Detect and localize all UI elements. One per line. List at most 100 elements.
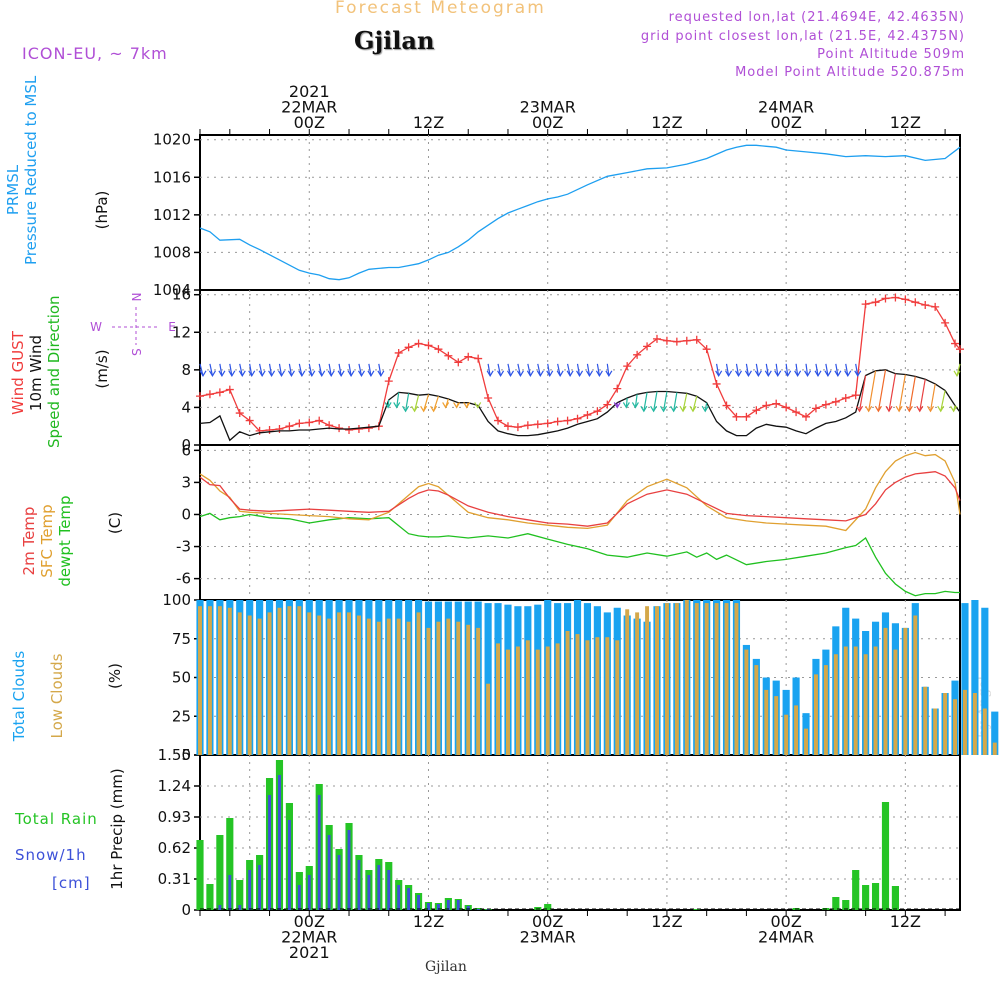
bottom-time-label: 00Z [532,912,563,931]
gust-marker [742,412,751,421]
wind-direction-arrowhead [546,370,554,378]
wind-direction-arrowhead [834,370,842,378]
rain-bar [862,885,870,910]
ytick-label-clouds: 0 [181,746,191,764]
low-clouds-bar [833,654,838,755]
low-clouds-bar [724,603,729,755]
wind-direction-arrowhead [701,405,709,413]
gust-marker [464,352,473,361]
low-clouds-bar [714,603,719,755]
model-label: ICON-EU, ~ 7km [22,44,168,63]
footer-location: Gjilan [425,959,467,975]
wind-direction-arrowhead [865,405,873,413]
wind-direction-arrowhead [208,370,216,378]
wind-direction-arrow [368,363,372,376]
gust-marker [205,390,214,399]
wind-direction-arrowhead [367,370,375,378]
top-time-label: 00Z [532,113,563,132]
wind-direction-arrowhead [474,402,482,409]
gust-marker [821,400,830,409]
gust-marker [444,351,453,360]
low-clouds-bar [923,686,928,755]
low-clouds-bar [466,624,471,755]
low-clouds-bar [317,615,322,755]
ytick-label-wind: 12 [172,323,191,341]
low-clouds-bar [823,665,828,755]
wind-direction-arrow [259,363,263,376]
wind-direction-arrowhead [585,370,594,378]
snow-bar [278,775,281,910]
wind-direction-arrowhead [953,370,961,378]
gust-marker [354,425,363,434]
precip-label-rain: Total Rain [15,810,98,828]
gust-marker [911,298,920,307]
low-clouds-bar [645,606,650,755]
low-clouds-bar [506,649,510,755]
top-time-label: 00Z [770,113,801,132]
gust-marker [573,414,582,423]
ytick-label-precip: 0 [181,901,191,919]
wind-direction-arrowhead [258,370,266,378]
low-clouds-bar [655,606,659,755]
wind-direction-arrowhead [660,405,668,413]
gust-marker [712,379,721,388]
bottom-time-label: 00Z [770,912,801,931]
rain-bar [206,884,214,910]
wind-direction-arrowhead [640,405,648,413]
wind-direction-arrow [765,363,769,376]
ytick-label-temperature: -6 [176,570,191,588]
gust-marker [543,419,552,428]
wind-direction-arrow [735,363,740,376]
low-clouds-bar [982,708,987,755]
wind-direction-arrow [566,363,571,376]
bottom-time-label: 12Z [651,912,682,931]
low-clouds-bar [734,603,739,755]
low-clouds-bar [366,618,371,755]
wind-direction-arrowhead [298,370,306,378]
low-clouds-bar [277,607,282,755]
rain-bar [196,840,204,910]
wind-direction-arrow [634,394,638,408]
wind-direction-arrowhead [794,370,802,378]
gust-marker [633,350,642,359]
wind-direction-arrow [795,363,799,376]
wind-direction-arrowhead [735,370,743,378]
ytick-label-clouds: 25 [172,707,191,725]
wind-direction-arrow [835,363,839,376]
gust-marker [424,341,433,350]
wind-direction-arrowhead [613,402,621,409]
bottom-time-label: 12Z [413,912,444,931]
wind-direction-arrow [956,363,961,376]
snow-bar [407,888,411,910]
wind-direction-arrowhead [744,370,752,378]
compass-east: E [168,320,176,334]
compass-north: N [129,293,143,302]
wind-direction-arrow [378,363,382,376]
gust-marker [851,391,860,400]
bottom-time-label: 24MAR [758,928,814,947]
rain-bar [871,883,880,910]
low-clouds-bar [953,699,957,755]
wind-direction-arrowhead [566,370,574,378]
ytick-label-wind: 8 [181,361,191,379]
wind-direction-arrow [662,391,668,412]
gust-marker [732,412,741,421]
wind-direction-arrowhead [411,405,419,413]
gust-marker [891,293,900,302]
wind-direction-arrow [219,363,223,376]
wind-direction-arrow [775,363,779,376]
wind-direction-arrow [606,363,610,376]
ytick-label-wind: 16 [172,286,191,304]
wind-direction-arrow [288,363,293,376]
low-clouds-bar [376,621,381,755]
snow-bar [327,835,331,910]
wind-direction-arrowhead [670,405,678,413]
wind-direction-arrow [318,363,323,376]
low-clouds-bar [416,612,421,755]
low-clouds-bar [694,603,699,755]
low-clouds-bar [933,708,938,755]
low-clouds-bar [943,693,948,755]
wind-direction-arrow [586,363,591,376]
total-clouds-bar [971,600,979,755]
low-clouds-bar [227,607,232,755]
